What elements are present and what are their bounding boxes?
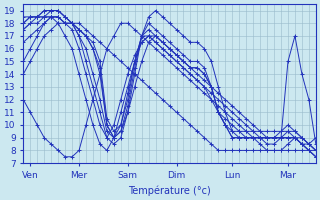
X-axis label: Température (°c): Température (°c) — [128, 185, 211, 196]
